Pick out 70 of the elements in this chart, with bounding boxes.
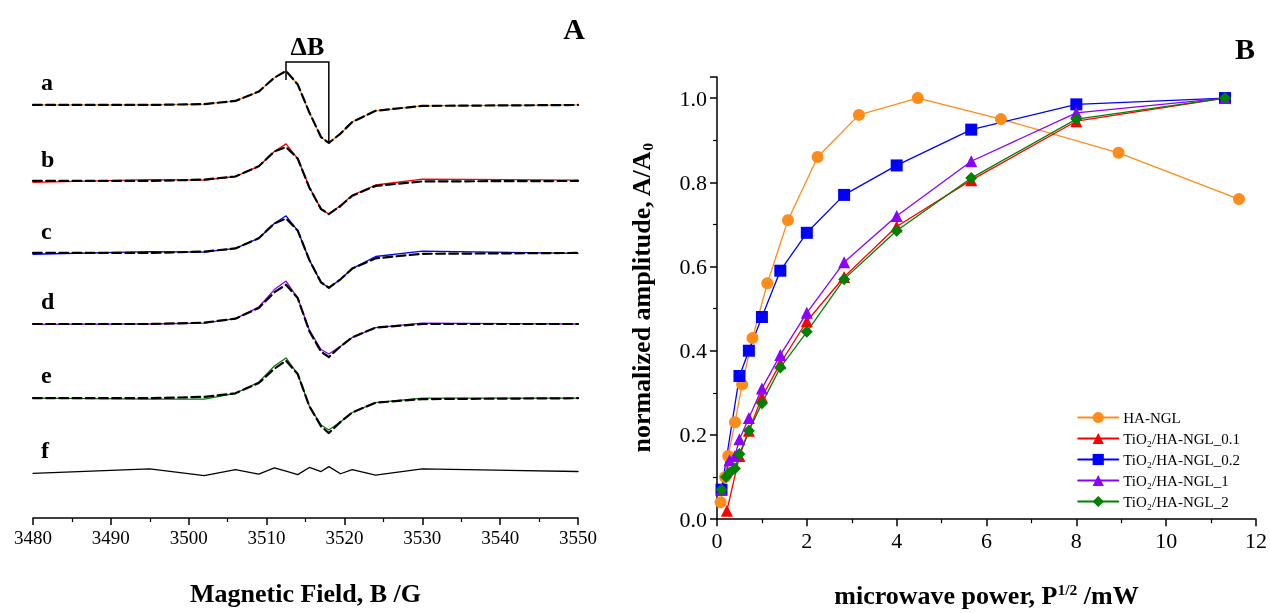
point <box>965 155 978 168</box>
y-tick-label: 0.2 <box>679 422 707 448</box>
chart-title: B <box>1234 31 1256 65</box>
legend-label: TiO₂/HA-NGL_2 <box>1123 493 1229 510</box>
point <box>1112 146 1125 159</box>
x-tick-label: 3550 <box>559 527 597 548</box>
point <box>1070 98 1083 111</box>
y-tick-label: 0.8 <box>679 169 707 195</box>
point <box>781 214 794 227</box>
point <box>890 209 903 222</box>
legend-label: TiO₂/HA-NGL_0.1 <box>1123 430 1241 447</box>
point <box>728 416 741 429</box>
x-axis-title: Magnetic Field, B /G <box>189 578 422 608</box>
series-label: a <box>41 68 53 95</box>
point <box>742 344 755 357</box>
x-tick-label: 4 <box>891 527 903 553</box>
y-tick-label: 0.6 <box>679 253 707 279</box>
x-tick-label: 6 <box>981 527 992 553</box>
point <box>755 311 768 324</box>
x-tick-label: 3490 <box>91 527 130 548</box>
point <box>720 504 733 517</box>
point <box>774 264 787 277</box>
point <box>852 108 865 121</box>
point <box>800 306 813 319</box>
point <box>1232 193 1245 206</box>
y-tick-label: 0.0 <box>679 506 707 532</box>
point <box>890 159 903 172</box>
y-tick-label: 0.4 <box>679 338 707 364</box>
y-axis-title: normalized amplitude, A/A0 <box>626 142 656 453</box>
point <box>774 361 787 374</box>
point <box>774 348 787 361</box>
point <box>838 256 851 269</box>
x-tick-label: 3520 <box>325 527 364 548</box>
chart-title: A <box>563 11 586 45</box>
series-label: d <box>41 288 55 315</box>
point <box>811 151 824 163</box>
x-tick-label: 2 <box>801 527 813 553</box>
point <box>994 113 1007 126</box>
legend-label: TiO₂/HA-NGL_0.2 <box>1123 451 1241 468</box>
point <box>755 382 768 395</box>
point <box>911 92 924 105</box>
point <box>965 123 978 136</box>
legend-label: HA-NGL <box>1123 409 1181 426</box>
series-label: e <box>41 362 52 389</box>
text: ΔB <box>290 31 325 61</box>
point <box>800 226 813 239</box>
point <box>838 188 851 201</box>
point <box>755 397 768 410</box>
x-tick-label: 8 <box>1070 527 1082 553</box>
x-tick-label: 10 <box>1155 527 1178 553</box>
series-label: f <box>41 437 50 464</box>
point <box>761 277 774 290</box>
x-tick-label: 3510 <box>247 527 286 548</box>
point <box>714 496 727 509</box>
point <box>742 412 755 425</box>
point <box>800 325 813 338</box>
legend-label: TiO₂/HA-NGL_1 <box>1123 472 1229 489</box>
x-tick-label: 3500 <box>169 527 208 548</box>
x-tick-label: 3530 <box>403 527 442 548</box>
x-tick-label: 0 <box>711 527 723 553</box>
x-tick-label: 12 <box>1245 527 1267 553</box>
series-label: c <box>41 218 52 245</box>
point <box>890 224 903 237</box>
series-label: b <box>41 146 55 173</box>
point <box>733 369 746 382</box>
point <box>746 332 759 345</box>
point <box>733 433 746 446</box>
y-tick-label: 1.0 <box>679 85 707 111</box>
x-tick-label: 3480 <box>14 527 52 548</box>
x-tick-label: 3540 <box>481 527 520 548</box>
